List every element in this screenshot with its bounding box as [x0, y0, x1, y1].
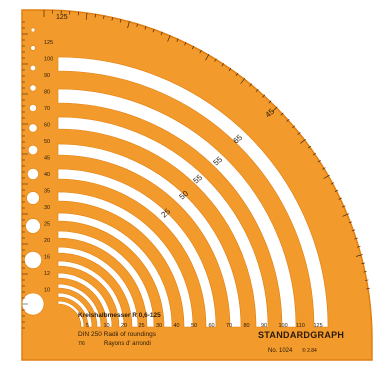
bottom-label: 100 [279, 323, 288, 329]
bottom-label: 30 [156, 323, 162, 329]
radius-label: 30 [44, 205, 50, 211]
top-scale-label: 125 [56, 14, 68, 21]
radius-label: 45 [44, 156, 50, 162]
gauge-hole [26, 219, 41, 234]
gauge-hole [29, 104, 36, 111]
radius-label: 50 [44, 139, 50, 145]
bottom-label: 50 [191, 323, 197, 329]
gauge-hole [27, 168, 38, 179]
radius-label: 100 [44, 57, 53, 63]
small-mark: 7/6 [78, 341, 85, 347]
gauge-hole [30, 65, 36, 71]
gauge-hole [29, 124, 37, 132]
brand-name: STANDARDGRAPH [258, 330, 344, 340]
radius-label: 16 [44, 255, 50, 261]
radius-label: 12 [44, 271, 50, 277]
bottom-label: 20 [121, 323, 127, 329]
radius-label: 35 [44, 189, 50, 195]
title-line-3: Rayons d' arrondi [104, 341, 151, 347]
radius-label: 10 [44, 288, 50, 294]
gauge-hole [30, 85, 36, 91]
bottom-label: 70 [226, 323, 232, 329]
radius-label: 40 [44, 172, 50, 178]
bottom-label: 25 [139, 323, 145, 329]
bottom-label: 40 [174, 323, 180, 329]
title-line-1: Kreishalbmesser R 0,6-125 [78, 312, 161, 319]
radius-label: 125 [44, 40, 53, 46]
gauge-hole [28, 145, 38, 155]
bottom-label: 110 [296, 323, 305, 329]
gauge-hole [27, 192, 40, 205]
radius-label: 90 [44, 73, 50, 79]
bottom-label: 5 [86, 323, 89, 329]
title-line-2: DIN 250 Radii of roundings [78, 331, 157, 338]
bottom-label: 10 [104, 323, 110, 329]
bottom-label: 60 [209, 323, 215, 329]
bottom-label: 90 [261, 323, 267, 329]
bottom-label: 125 [314, 323, 323, 329]
model-number: No. 1024 [268, 348, 293, 354]
gauge-hole [24, 251, 41, 268]
radius-label: 25 [44, 222, 50, 228]
small-mark-2: © 2.84 [302, 347, 317, 354]
radius-label: 80 [44, 90, 50, 96]
gauge-hole [31, 46, 36, 51]
gauge-hole [31, 28, 35, 32]
radius-label: 20 [44, 238, 50, 244]
radius-label: 60 [44, 123, 50, 129]
radius-label: 70 [44, 106, 50, 112]
bottom-label: 80 [244, 323, 250, 329]
